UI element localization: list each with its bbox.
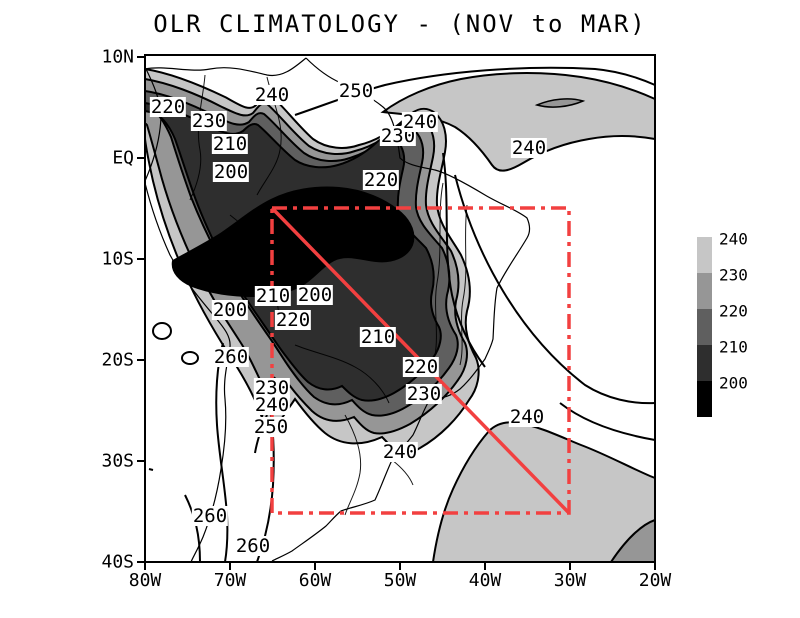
colorbar-label-240: 240 [719,229,748,249]
contour-label-230: 230 [253,377,291,399]
y-tick-label-30S: 30S [101,450,134,472]
colorbar-swatch-210 [697,345,712,381]
contour-label-240: 240 [401,111,439,133]
colorbar-label-200: 200 [719,373,748,393]
contour-label-240: 240 [510,137,548,159]
contour-label-220: 220 [149,96,187,118]
y-tick-label-20S: 20S [101,349,134,371]
contour-label-240: 240 [508,406,546,428]
colorbar-label-220: 220 [719,301,748,321]
y-tick-label-10S: 10S [101,248,134,270]
colorbar-swatch-220 [697,309,712,345]
contour-label-230: 230 [190,110,228,132]
contour-label-260: 260 [191,505,229,527]
contour-label-210: 210 [211,133,249,155]
x-tick-label-70W: 70W [213,570,247,591]
contour-label-200: 200 [211,299,249,321]
colorbar-swatch-240 [697,237,712,273]
y-tick-label-40S: 40S [101,551,134,573]
contour-label-210: 210 [254,285,292,307]
contour-label-200: 200 [212,161,250,183]
x-tick-label-80W: 80W [128,570,162,591]
axis-tick-marks [137,56,656,570]
contour-label-210: 210 [359,326,397,348]
contour-label-260: 260 [212,346,250,368]
contour-label-220: 220 [402,356,440,378]
x-tick-label-50W: 50W [383,570,417,591]
contour-line-250-wedge [442,152,486,368]
contour-line-250-southeast [454,174,656,405]
contour-label-240: 240 [381,441,419,463]
colorbar-label-230: 230 [719,265,748,285]
contour-label-250: 250 [337,80,375,102]
contour-label-240: 240 [253,394,291,416]
contour-label-220: 220 [274,309,312,331]
y-tick-label-EQ: EQ [112,147,134,169]
x-tick-label-60W: 60W [298,570,332,591]
sacz-shaded-band [431,421,656,563]
contour-label-220: 220 [362,169,400,191]
contour-label-200: 200 [296,284,334,306]
x-tick-label-40W: 40W [468,570,502,591]
x-tick-label-20W: 20W [638,570,672,591]
contour-label-260: 260 [234,535,272,557]
coastline [144,57,531,563]
contour-label-230: 230 [405,383,443,405]
itcz-shaded-band [380,72,656,172]
colorbar-label-210: 210 [719,337,748,357]
colorbar-swatch-200 [697,381,712,417]
contour-label-240: 240 [253,84,291,106]
y-tick-label-10N: 10N [101,46,134,68]
chart-title: OLR CLIMATOLOGY - (NOV to MAR) [153,10,647,38]
itcz-inner-sliver [534,98,586,108]
contour-label-250: 250 [252,416,290,438]
x-tick-label-30W: 30W [553,570,587,591]
colorbar-swatch-230 [697,273,712,309]
